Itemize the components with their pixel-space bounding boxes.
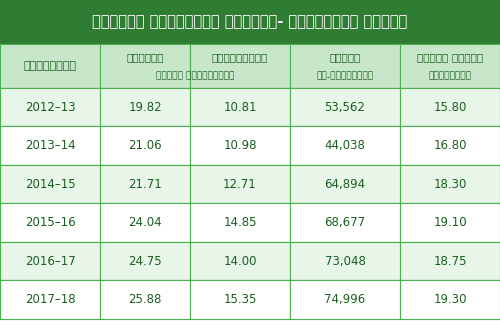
Bar	[290, 280, 400, 319]
Bar	[100, 126, 190, 165]
Bar	[290, 203, 400, 242]
Text: 12.71: 12.71	[223, 178, 257, 191]
Bar	[0, 242, 100, 280]
Bar	[400, 242, 500, 280]
Text: 18.75: 18.75	[433, 255, 467, 268]
Text: 2017–18: 2017–18	[24, 293, 76, 306]
Bar	[190, 203, 290, 242]
Text: 10.98: 10.98	[223, 139, 257, 152]
Text: 21.71: 21.71	[128, 178, 162, 191]
Text: గిరాకీ: గిరాకీ	[126, 52, 164, 62]
Text: 19.30: 19.30	[433, 293, 467, 306]
Bar	[290, 126, 400, 165]
Text: 74,996: 74,996	[324, 293, 366, 306]
Bar	[100, 242, 190, 280]
Text: 14.85: 14.85	[223, 216, 257, 229]
Text: 2015–16: 2015–16	[24, 216, 76, 229]
Text: 68,677: 68,677	[324, 216, 366, 229]
Bar	[190, 280, 290, 319]
Text: 18.30: 18.30	[434, 178, 466, 191]
Text: 15.35: 15.35	[224, 293, 256, 306]
Text: 2016–17: 2016–17	[24, 255, 76, 268]
Bar	[400, 88, 500, 126]
Text: 10.81: 10.81	[223, 101, 257, 114]
Bar	[190, 88, 290, 126]
Bar	[290, 88, 400, 126]
Text: కిలోల్లో: కిలోల్లో	[428, 71, 472, 80]
Bar	[0, 44, 100, 88]
Bar	[0, 280, 100, 319]
Text: 16.80: 16.80	[433, 139, 467, 152]
Text: 2014–15: 2014–15	[24, 178, 76, 191]
Bar	[0, 242, 500, 280]
Text: దిగుమతులు: దిగుమతులు	[212, 52, 268, 62]
Bar	[100, 88, 190, 126]
Bar	[190, 126, 290, 165]
Text: 24.04: 24.04	[128, 216, 162, 229]
Bar	[190, 242, 290, 280]
Text: సంవత్సరం: సంవత్సరం	[24, 61, 76, 71]
Text: 44,038: 44,038	[324, 139, 366, 152]
Bar	[290, 44, 400, 88]
Text: 15.80: 15.80	[434, 101, 466, 114]
Bar	[0, 126, 100, 165]
Text: వ్యయం: వ్యయం	[330, 52, 360, 62]
Bar	[290, 242, 400, 280]
Bar	[190, 44, 290, 88]
Text: 14.00: 14.00	[223, 255, 257, 268]
Text: దేశంలో వంటనూనెల గిరాకీ- దిగుమతుల వ్యయం: దేశంలో వంటనూనెల గిరాకీ- దిగుమతుల వ్యయం	[92, 14, 407, 30]
Bar	[0, 165, 500, 203]
Text: రూ.కోట్ల్లో: రూ.కోట్ల్లో	[316, 71, 374, 80]
Text: 64,894: 64,894	[324, 178, 366, 191]
Text: 24.75: 24.75	[128, 255, 162, 268]
Bar	[0, 126, 500, 165]
Bar	[290, 165, 400, 203]
Bar	[400, 44, 500, 88]
Bar	[0, 280, 500, 319]
Text: 53,562: 53,562	[324, 101, 366, 114]
Bar	[0, 0, 500, 44]
Bar	[100, 44, 190, 88]
Text: తలసరి లభ్యత: తలసరి లభ్యత	[417, 52, 483, 62]
Bar	[400, 165, 500, 203]
Bar	[400, 203, 500, 242]
Bar	[0, 88, 500, 126]
Bar	[0, 165, 100, 203]
Bar	[190, 165, 290, 203]
Bar	[0, 44, 500, 88]
Text: 25.88: 25.88	[128, 293, 162, 306]
Bar	[100, 203, 190, 242]
Bar	[400, 280, 500, 319]
Text: 73,048: 73,048	[324, 255, 366, 268]
Bar	[0, 88, 100, 126]
Text: లక్షల టన్నుల్లో: లక్షల టన్నుల్లో	[156, 71, 234, 80]
Bar	[100, 280, 190, 319]
Text: 2013–14: 2013–14	[24, 139, 76, 152]
Text: 19.82: 19.82	[128, 101, 162, 114]
Text: 21.06: 21.06	[128, 139, 162, 152]
Bar	[100, 165, 190, 203]
Text: 2012–13: 2012–13	[24, 101, 76, 114]
Bar	[0, 203, 100, 242]
Bar	[0, 203, 500, 242]
Text: 19.10: 19.10	[433, 216, 467, 229]
Bar	[400, 126, 500, 165]
